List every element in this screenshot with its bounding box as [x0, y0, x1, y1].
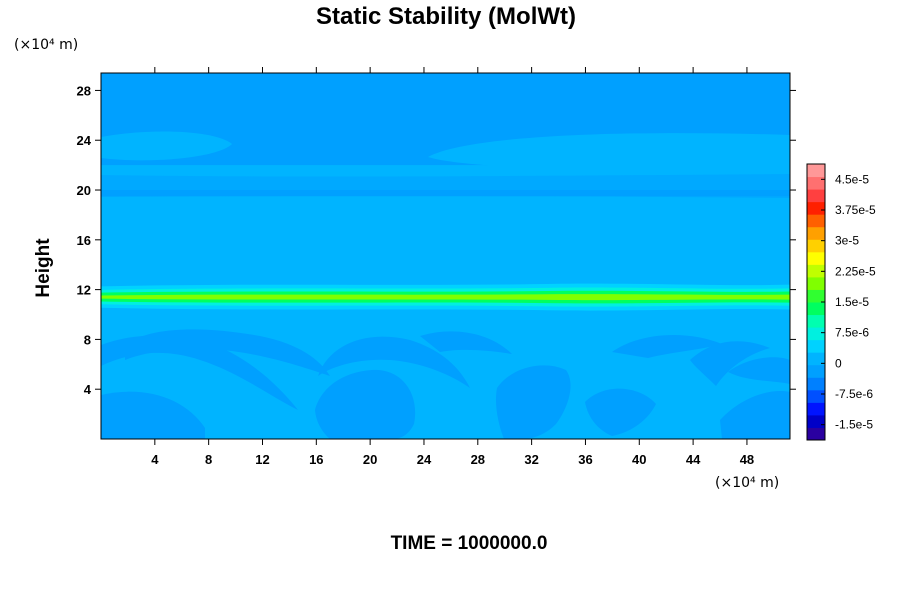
colorbar-swatch-17 [807, 214, 825, 228]
dark-region-3 [125, 329, 330, 376]
light-lens-left [101, 131, 232, 161]
colorbar-label-8: -1.5e-5 [835, 418, 873, 432]
colorbar-swatch-10 [807, 302, 825, 316]
light-region-lower [101, 196, 790, 439]
colorbar-swatch-11 [807, 289, 825, 303]
colorbar-swatch-1 [807, 414, 825, 428]
colorbar-label-5: 7.5e-6 [835, 326, 869, 340]
colorbar-swatch-3 [807, 389, 825, 403]
dark-region-5 [318, 336, 470, 388]
y-tick-label-16: 16 [77, 233, 91, 248]
colorbar-swatch-13 [807, 264, 825, 278]
colorbar-swatch-12 [807, 276, 825, 290]
x-tick-label-48: 48 [740, 452, 754, 467]
x-tick-label-40: 40 [632, 452, 646, 467]
colorbar-swatch-7 [807, 339, 825, 353]
colorbar-swatch-14 [807, 251, 825, 265]
dark-region-11 [720, 391, 790, 439]
dark-patch-upper [101, 174, 790, 198]
colorbar-label-3: 2.25e-5 [835, 264, 876, 278]
colorbar: 4.5e-5 3.75e-5 3e-5 2.25e-5 1.5e-5 7.5e-6 0 -7.… [806, 163, 876, 441]
colorbar-swatch-15 [807, 239, 825, 253]
x-tick-label-24: 24 [417, 452, 432, 467]
dark-region-10 [690, 341, 770, 386]
colorbar-swatch-20 [807, 176, 825, 190]
colorbar-swatch-2 [807, 402, 825, 416]
time-label: TIME = 1000000.0 [391, 533, 548, 554]
x-tick-label-4: 4 [151, 452, 159, 467]
y-tick-label-8: 8 [84, 332, 91, 347]
x-tick-label-12: 12 [255, 452, 269, 467]
colorbar-swatch-5 [807, 364, 825, 378]
dark-region-7 [495, 365, 571, 439]
y-tick-label-28: 28 [77, 83, 91, 98]
y-tick-label-12: 12 [77, 283, 91, 298]
colorbar-swatch-18 [807, 201, 825, 215]
colorbar-label-4: 1.5e-5 [835, 295, 869, 309]
dark-region-6 [420, 331, 512, 354]
dark-region-1 [101, 335, 298, 410]
stability-band-level-3 [101, 294, 790, 301]
colorbar-swatch-9 [807, 314, 825, 328]
chart-title: Static Stability (MolWt) [316, 3, 576, 30]
x-tick-label-28: 28 [471, 452, 485, 467]
plot-frame [100, 72, 791, 440]
x-axis-unit: (×10⁴ m) [715, 475, 779, 491]
y-tick-label-20: 20 [77, 183, 91, 198]
x-tick-label-16: 16 [309, 452, 323, 467]
y-axis-unit: (×10⁴ m) [14, 37, 78, 53]
colorbar-label-0: 4.5e-5 [835, 172, 869, 186]
colorbar-swatch-4 [807, 377, 825, 391]
x-tick-label-32: 32 [524, 452, 538, 467]
colorbar-swatch-19 [807, 189, 825, 203]
dark-region-9 [612, 334, 722, 358]
y-tick-label-4: 4 [84, 382, 92, 397]
x-tick-label-44: 44 [686, 452, 701, 467]
colorbar-label-7: -7.5e-6 [835, 387, 873, 401]
y-axis-label: Height [33, 238, 54, 298]
colorbar-swatch-6 [807, 352, 825, 366]
colorbar-swatch-8 [807, 327, 825, 341]
x-tick-label-20: 20 [363, 452, 377, 467]
dark-region-8 [585, 388, 656, 436]
x-tick-label-36: 36 [578, 452, 592, 467]
colorbar-swatch-16 [807, 226, 825, 240]
y-tick-label-24: 24 [77, 133, 92, 148]
dark-region-4 [315, 369, 416, 439]
colorbar-swatch-21 [807, 164, 825, 178]
colorbar-swatch-0 [807, 427, 825, 441]
light-lens-right [428, 133, 790, 172]
colorbar-label-6: 0 [835, 356, 842, 370]
y-axis-ticks: 4 8 12 16 20 24 28 [77, 83, 796, 397]
dark-region-2 [101, 391, 205, 439]
heatmap-plot-area [100, 72, 791, 440]
x-tick-label-8: 8 [205, 452, 212, 467]
heatmap-field [101, 131, 790, 439]
colorbar-label-2: 3e-5 [835, 234, 859, 248]
x-axis-ticks: 4 8 12 16 20 24 28 32 36 40 44 48 [151, 67, 754, 467]
dark-region-12 [728, 357, 790, 384]
colorbar-label-1: 3.75e-5 [835, 203, 876, 217]
heatmap-band-layer [101, 283, 790, 311]
